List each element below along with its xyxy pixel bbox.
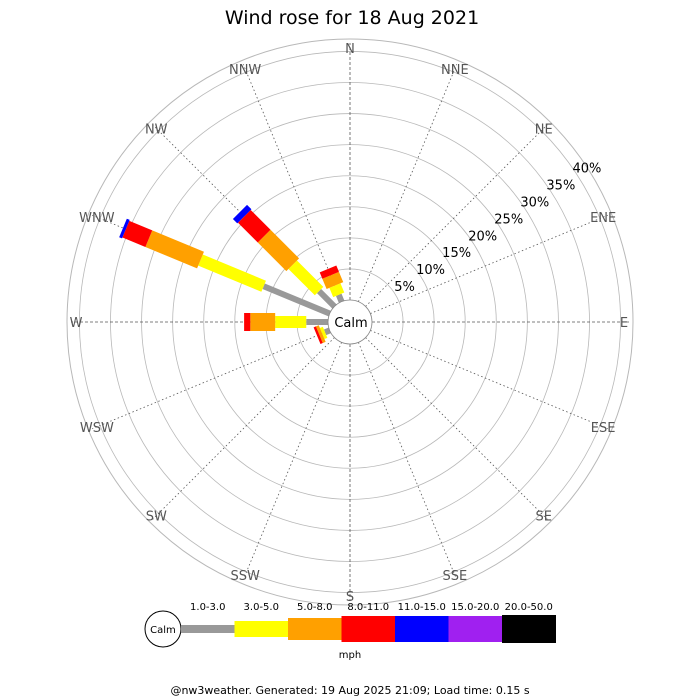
ring-8 [66,38,634,606]
legend-bin-label-5: 11.0-15.0 [398,602,446,613]
petals [119,204,345,344]
spoke-nnw [242,64,342,302]
petal-nnw-bin-1 [335,293,345,303]
direction-label-nw: NW [145,122,168,137]
calm-center: Calm [327,299,373,345]
direction-label-s: S [346,590,354,605]
direction-label-ese: ESE [591,421,616,436]
legend-bin-label-1: 1.0-3.0 [190,602,225,613]
direction-label-w: W [70,316,83,331]
direction-label-ssw: SSW [230,569,260,584]
petal-wnw-bin-5 [119,218,130,239]
petal-nw-bin-5 [232,204,252,224]
ring-labels: 5%10% 15% 20% 25% 30%35% 40% [394,162,601,295]
legend-calm-label: Calm [150,625,176,636]
direction-label-sse: SSE [442,569,467,584]
petal-wnw [119,218,331,317]
spoke-sw [152,337,335,520]
legend-bin-label-4: 8.0-11.0 [347,602,389,613]
chart-title: Wind rose for 18 Aug 2021 [225,7,479,29]
petal-nw-bin-2 [288,260,324,296]
petal-wsw-bin-3 [315,325,326,344]
direction-label-se: SE [536,510,552,525]
footer-text: @nw3weather. Generated: 19 Aug 2025 21:0… [170,684,529,697]
legend-bin-label-3: 5.0-8.0 [297,602,332,613]
petal-wnw-bin-1 [262,283,331,317]
spoke-nne [358,64,458,302]
direction-label-ne: NE [535,122,553,137]
ring-3 [203,175,497,469]
spoke-ne [365,124,548,307]
petal-wsw-bin-4 [313,326,323,344]
legend-swatch-3 [288,618,342,640]
direction-label-wsw: WSW [80,421,114,436]
petal-wsw [313,325,331,344]
spoke-wsw [92,330,330,430]
spoke-ssw [242,342,342,580]
direction-label-n: N [345,42,355,57]
petal-nw-bin-1 [316,288,337,309]
spoke-sse [358,342,458,580]
ring-label-7: 35% [546,179,575,194]
legend-swatch-7 [502,615,556,643]
petal-nnw-bin-4 [319,265,339,279]
petal-nnw-bin-3 [322,271,344,290]
ring-label-5: 25% [494,212,523,227]
legend-bin-label-7: 20.0-50.0 [505,602,553,613]
spoke-se [365,337,548,520]
legend-swatch-2 [234,621,289,637]
petal-nnw [319,265,345,303]
ring-label-3: 15% [442,246,471,261]
spoke-ese [370,330,608,430]
direction-labels: N NNE NE ENE E ESE SE SSE S SSW SW WSW W WNW NW NNW [70,42,629,605]
petal-wsw-bin-2 [319,326,328,340]
calm-label: Calm [334,316,367,331]
petal-nw [232,204,337,309]
ring-label-6: 30% [520,195,549,210]
legend-unit-label: mph [339,650,361,661]
legend-swatch-1 [181,625,235,633]
spoke-ene [370,214,608,314]
legend-swatch-4 [341,616,396,642]
ring-label-1: 5% [394,280,415,295]
direction-label-nnw: NNW [229,63,261,78]
direction-label-nne: NNE [441,63,469,78]
legend-swatch-6 [448,616,503,642]
ring-2 [234,206,466,438]
petal-nw-bin-3 [257,229,300,272]
direction-label-wnw: WNW [79,211,115,226]
legend-swatch-5 [395,616,449,642]
petal-nw-bin-4 [237,209,271,243]
legend-bin-label-2: 3.0-5.0 [244,602,279,613]
direction-label-e: E [620,316,628,331]
direction-label-ene: ENE [590,211,616,226]
direction-label-sw: SW [146,510,167,525]
legend-bin-label-6: 15.0-20.0 [451,602,499,613]
petal-wnw-bin-3 [145,230,204,269]
petal-nnw-bin-2 [329,283,345,298]
ring-label-2: 10% [416,263,445,278]
petal-wnw-bin-2 [198,254,266,292]
ring-label-8: 40% [572,162,601,177]
legend: Calm 1.0-3.0 3.0-5.0 5.0-8.0 8.0-11.0 11.0-15… [144,602,556,648]
ring-label-4: 20% [468,229,497,244]
ring-7 [79,51,621,593]
calm-circle [327,299,373,345]
petal-wnw-bin-4 [122,220,153,247]
petal-wsw-bin-1 [323,327,331,336]
